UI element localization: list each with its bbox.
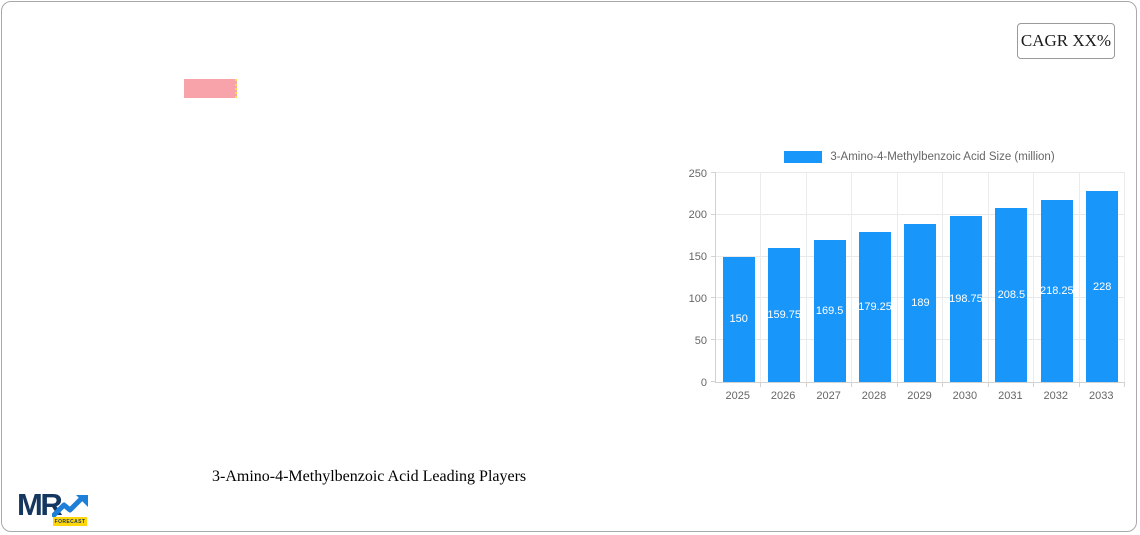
bar-series: 150 159.75 169.5 179.25 189 198.75 208.5 218.25… — [716, 173, 1125, 382]
placeholder-bar — [184, 79, 237, 98]
x-axis-tick-label: 2033 — [1088, 390, 1114, 402]
bar-value-label: 179.25 — [858, 301, 892, 314]
y-axis-tick-label: 50 — [694, 334, 707, 347]
bar-slot: 179.25 — [852, 173, 897, 382]
y-axis-tick-label: 250 — [688, 167, 707, 180]
chart-plot-area: 0 50 100 150 200 250 150 159.75 169.5 179.25 189 19… — [689, 168, 1125, 389]
x-axis-tick — [942, 382, 944, 387]
x-axis-tick-label: 2026 — [770, 390, 796, 402]
x-axis-tick — [987, 382, 989, 387]
bar-value-label: 150 — [729, 313, 748, 326]
x-axis-tick — [851, 382, 853, 387]
y-gridline — [716, 172, 1125, 173]
chart-legend[interactable]: 3-Amino-4-Methylbenzoic Acid Size (milli… — [715, 150, 1124, 164]
bar-2029[interactable]: 189 — [904, 224, 937, 382]
bar-slot: 228 — [1080, 173, 1125, 382]
cagr-badge[interactable]: CAGR XX% — [1017, 23, 1115, 59]
x-gridline — [1124, 173, 1125, 382]
bar-2033[interactable]: 228 — [1086, 191, 1119, 382]
bar-slot: 169.5 — [807, 173, 852, 382]
bar-2032[interactable]: 218.25 — [1039, 199, 1074, 382]
x-gridline — [942, 173, 944, 382]
x-axis-tick-label: 2025 — [725, 390, 750, 402]
legend-swatch — [784, 151, 823, 163]
bar-slot: 208.5 — [989, 173, 1034, 382]
y-axis-tick — [711, 172, 716, 173]
x-gridline — [760, 173, 762, 382]
x-gridline — [987, 173, 989, 382]
bar-2030[interactable]: 198.75 — [949, 215, 983, 382]
y-gridline — [716, 213, 1125, 215]
bar-value-label: 228 — [1093, 280, 1112, 293]
bar-slot: 198.75 — [943, 173, 988, 382]
bar-2025[interactable]: 150 — [722, 256, 755, 382]
x-axis-tick-label: 2028 — [861, 390, 887, 402]
x-gridline — [851, 173, 853, 382]
x-axis-tick-label: 2027 — [816, 390, 841, 402]
section-title: 3-Amino-4-Methylbenzoic Acid Leading Pla… — [212, 468, 527, 485]
x-gridline — [1033, 173, 1035, 382]
y-axis-tick-label: 100 — [688, 292, 707, 305]
bar-value-label: 169.5 — [815, 305, 844, 318]
y-axis-tick — [711, 339, 716, 341]
mr-forecast-logo[interactable]: MR FORECAST — [17, 489, 107, 529]
y-axis-tick — [711, 255, 716, 257]
bar-slot: 150 — [716, 173, 761, 382]
y-axis-tick-label: 150 — [688, 251, 707, 264]
x-axis-tick — [1124, 382, 1125, 387]
y-axis-tick — [711, 297, 716, 299]
forecast-badge: FORECAST — [53, 517, 87, 526]
bar-2028[interactable]: 179.25 — [858, 232, 892, 382]
x-axis-tick — [805, 382, 807, 387]
x-axis-tick-label: 2030 — [952, 390, 978, 402]
x-gridline — [896, 173, 898, 382]
y-axis-tick-label: 0 — [700, 376, 707, 389]
trending-up-icon — [52, 495, 88, 518]
x-axis-tick — [1033, 382, 1035, 387]
bar-value-label: 159.75 — [767, 309, 801, 322]
x-axis-tick-label: 2032 — [1043, 390, 1069, 402]
x-gridline — [1078, 173, 1080, 382]
x-axis-tick — [896, 382, 898, 387]
y-axis-tick-label: 200 — [688, 209, 707, 222]
y-axis-tick — [711, 381, 716, 382]
x-axis-tick-label: 2031 — [998, 390, 1023, 402]
legend-label: 3-Amino-4-Methylbenzoic Acid Size (milli… — [830, 151, 1055, 163]
bar-value-label: 189 — [911, 297, 930, 309]
bar-slot: 218.25 — [1034, 173, 1079, 382]
bar-value-label: 218.25 — [1039, 284, 1074, 297]
bar-2027[interactable]: 169.5 — [813, 240, 846, 382]
x-axis-tick — [760, 382, 762, 387]
bar-2026[interactable]: 159.75 — [767, 248, 801, 382]
bar-value-label: 198.75 — [949, 292, 983, 305]
x-gridline — [805, 173, 807, 382]
bar-slot: 159.75 — [761, 173, 806, 382]
bar-2031[interactable]: 208.5 — [995, 207, 1028, 382]
x-axis-tick — [1078, 382, 1080, 387]
x-axis-labels: 2025 2026 2027 2028 2029 2030 2031 2032 2033 — [715, 390, 1124, 402]
bar-value-label: 208.5 — [997, 288, 1026, 301]
bar-slot: 189 — [898, 173, 943, 382]
market-size-bar-chart: 3-Amino-4-Methylbenzoic Acid Size (milli… — [682, 142, 1140, 410]
y-axis-tick — [711, 213, 716, 215]
x-axis-tick-label: 2029 — [907, 390, 932, 402]
